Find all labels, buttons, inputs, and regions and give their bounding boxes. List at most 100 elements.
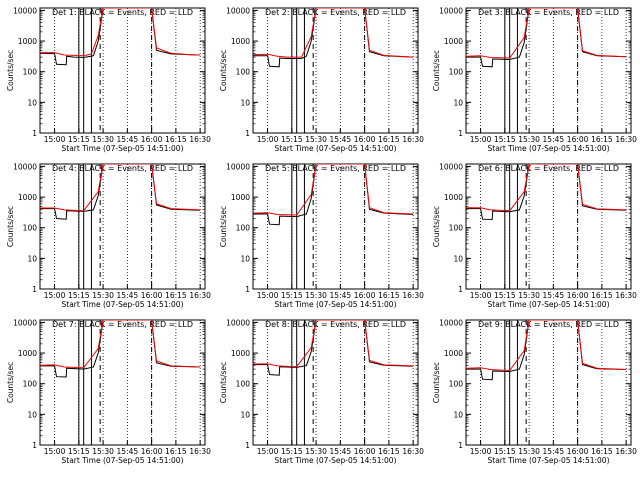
x-tick-label: 16:00 bbox=[141, 447, 163, 456]
chart-title: Det 1: BLACK = Events, RED = LLD bbox=[52, 8, 193, 17]
y-axis-label: Counts/sec bbox=[432, 206, 441, 247]
x-axis-label: Start Time (07-Sep-05 14:51:00) bbox=[488, 144, 610, 153]
x-tick-label: 15:30 bbox=[305, 291, 327, 300]
x-tick-label: 15:15 bbox=[494, 291, 516, 300]
y-tick-label: 100 bbox=[236, 380, 251, 389]
x-tick-label: 15:30 bbox=[518, 447, 540, 456]
x-tick-label: 16:15 bbox=[591, 135, 613, 144]
x-tick-label: 15:30 bbox=[305, 135, 327, 144]
chart-title: Det 5: BLACK = Events, RED = LLD bbox=[265, 164, 406, 173]
series-line-events bbox=[466, 320, 627, 381]
chart-panel-8: Det 8: BLACK = Events, RED = LLD 1 10 100 10… bbox=[219, 318, 424, 465]
y-axis-label: Counts/sec bbox=[219, 50, 228, 91]
y-tick-label: 10000 bbox=[13, 318, 37, 327]
y-tick-label: 10 bbox=[240, 98, 250, 107]
chart-panel-9: Det 9: BLACK = Events, RED = LLD 1 10 100 10… bbox=[432, 318, 637, 465]
y-tick-label: 1000 bbox=[18, 349, 37, 358]
plot-frame bbox=[465, 7, 632, 134]
x-tick-label: 16:00 bbox=[354, 291, 376, 300]
x-axis-label: Start Time (07-Sep-05 14:51:00) bbox=[275, 144, 397, 153]
y-tick-label: 10000 bbox=[13, 162, 37, 171]
y-tick-label: 1 bbox=[245, 285, 250, 294]
y-tick-label: 10000 bbox=[439, 318, 463, 327]
y-tick-label: 1 bbox=[458, 285, 463, 294]
x-tick-label: 15:45 bbox=[330, 291, 352, 300]
y-axis-label: Counts/sec bbox=[219, 362, 228, 403]
x-axis-label: Start Time (07-Sep-05 14:51:00) bbox=[62, 456, 184, 465]
y-tick-label: 100 bbox=[23, 224, 38, 233]
x-axis-label: Start Time (07-Sep-05 14:51:00) bbox=[488, 456, 610, 465]
chart-title: Det 6: BLACK = Events, RED = LLD bbox=[478, 164, 619, 173]
x-tick-label: 16:00 bbox=[567, 291, 589, 300]
x-tick-label: 16:00 bbox=[141, 135, 163, 144]
series-line-lld bbox=[466, 320, 627, 372]
x-tick-label: 15:15 bbox=[68, 447, 90, 456]
plot-frame bbox=[39, 319, 206, 446]
x-tick-label: 16:00 bbox=[141, 291, 163, 300]
x-tick-label: 15:30 bbox=[305, 447, 327, 456]
plot-frame bbox=[252, 163, 419, 290]
x-tick-label: 15:30 bbox=[92, 291, 114, 300]
plot-frame bbox=[39, 163, 206, 290]
y-axis-label: Counts/sec bbox=[6, 50, 15, 91]
x-tick-label: 16:30 bbox=[615, 291, 637, 300]
x-tick-label: 16:00 bbox=[567, 135, 589, 144]
chart-title: Det 9: BLACK = Events, RED = LLD bbox=[478, 320, 619, 329]
x-tick-label: 16:30 bbox=[402, 447, 424, 456]
y-tick-label: 10000 bbox=[226, 162, 250, 171]
x-tick-label: 15:00 bbox=[44, 135, 66, 144]
y-tick-label: 1 bbox=[245, 441, 250, 450]
y-tick-label: 1000 bbox=[444, 193, 463, 202]
y-tick-label: 10000 bbox=[226, 318, 250, 327]
series-line-events bbox=[466, 164, 627, 221]
y-tick-label: 1 bbox=[458, 129, 463, 138]
series-line-lld bbox=[253, 320, 414, 368]
plot-frame bbox=[252, 7, 419, 134]
series-line-events bbox=[253, 164, 414, 226]
chart-panel-2: Det 2: BLACK = Events, RED = LLD 1 10 100 10… bbox=[219, 6, 424, 153]
x-tick-label: 16:30 bbox=[615, 447, 637, 456]
x-tick-label: 15:15 bbox=[281, 135, 303, 144]
y-tick-label: 10 bbox=[27, 98, 37, 107]
x-tick-label: 15:00 bbox=[44, 291, 66, 300]
chart-title: Det 2: BLACK = Events, RED = LLD bbox=[265, 8, 406, 17]
y-tick-label: 100 bbox=[236, 224, 251, 233]
x-tick-label: 16:30 bbox=[402, 291, 424, 300]
x-tick-label: 15:15 bbox=[494, 135, 516, 144]
chart-panel-1: Det 1: BLACK = Events, RED = LLD 1 10 100 10… bbox=[6, 6, 211, 153]
x-tick-label: 16:30 bbox=[189, 447, 211, 456]
chart-panel-5: Det 5: BLACK = Events, RED = LLD 1 10 100 10… bbox=[219, 162, 424, 309]
x-tick-label: 16:30 bbox=[402, 135, 424, 144]
x-axis-label: Start Time (07-Sep-05 14:51:00) bbox=[62, 300, 184, 309]
x-tick-label: 15:00 bbox=[470, 291, 492, 300]
chart-title: Det 8: BLACK = Events, RED = LLD bbox=[265, 320, 406, 329]
y-tick-label: 1000 bbox=[444, 37, 463, 46]
x-tick-label: 15:00 bbox=[257, 135, 279, 144]
y-tick-label: 1000 bbox=[231, 37, 250, 46]
plot-frame bbox=[465, 319, 632, 446]
y-tick-label: 1000 bbox=[18, 37, 37, 46]
x-axis-label: Start Time (07-Sep-05 14:51:00) bbox=[488, 300, 610, 309]
series-line-events bbox=[253, 320, 414, 376]
x-tick-label: 16:15 bbox=[591, 291, 613, 300]
y-tick-label: 1 bbox=[32, 285, 37, 294]
x-tick-label: 15:30 bbox=[518, 135, 540, 144]
chart-panel-6: Det 6: BLACK = Events, RED = LLD 1 10 100 10… bbox=[432, 162, 637, 309]
x-axis-label: Start Time (07-Sep-05 14:51:00) bbox=[275, 456, 397, 465]
x-tick-label: 15:00 bbox=[470, 135, 492, 144]
x-axis-label: Start Time (07-Sep-05 14:51:00) bbox=[62, 144, 184, 153]
y-tick-label: 1000 bbox=[444, 349, 463, 358]
chart-panel-4: Det 4: BLACK = Events, RED = LLD 1 10 100 10… bbox=[6, 162, 211, 309]
series-line-lld bbox=[253, 164, 414, 216]
x-tick-label: 16:15 bbox=[165, 447, 187, 456]
y-tick-label: 10 bbox=[27, 254, 37, 263]
plot-frame bbox=[39, 7, 206, 134]
x-tick-label: 16:15 bbox=[165, 135, 187, 144]
y-tick-label: 100 bbox=[236, 68, 251, 77]
x-axis-label: Start Time (07-Sep-05 14:51:00) bbox=[275, 300, 397, 309]
chart-title: Det 3: BLACK = Events, RED = LLD bbox=[478, 8, 619, 17]
x-tick-label: 15:15 bbox=[281, 447, 303, 456]
series-line-lld bbox=[466, 8, 627, 59]
y-tick-label: 100 bbox=[449, 224, 464, 233]
